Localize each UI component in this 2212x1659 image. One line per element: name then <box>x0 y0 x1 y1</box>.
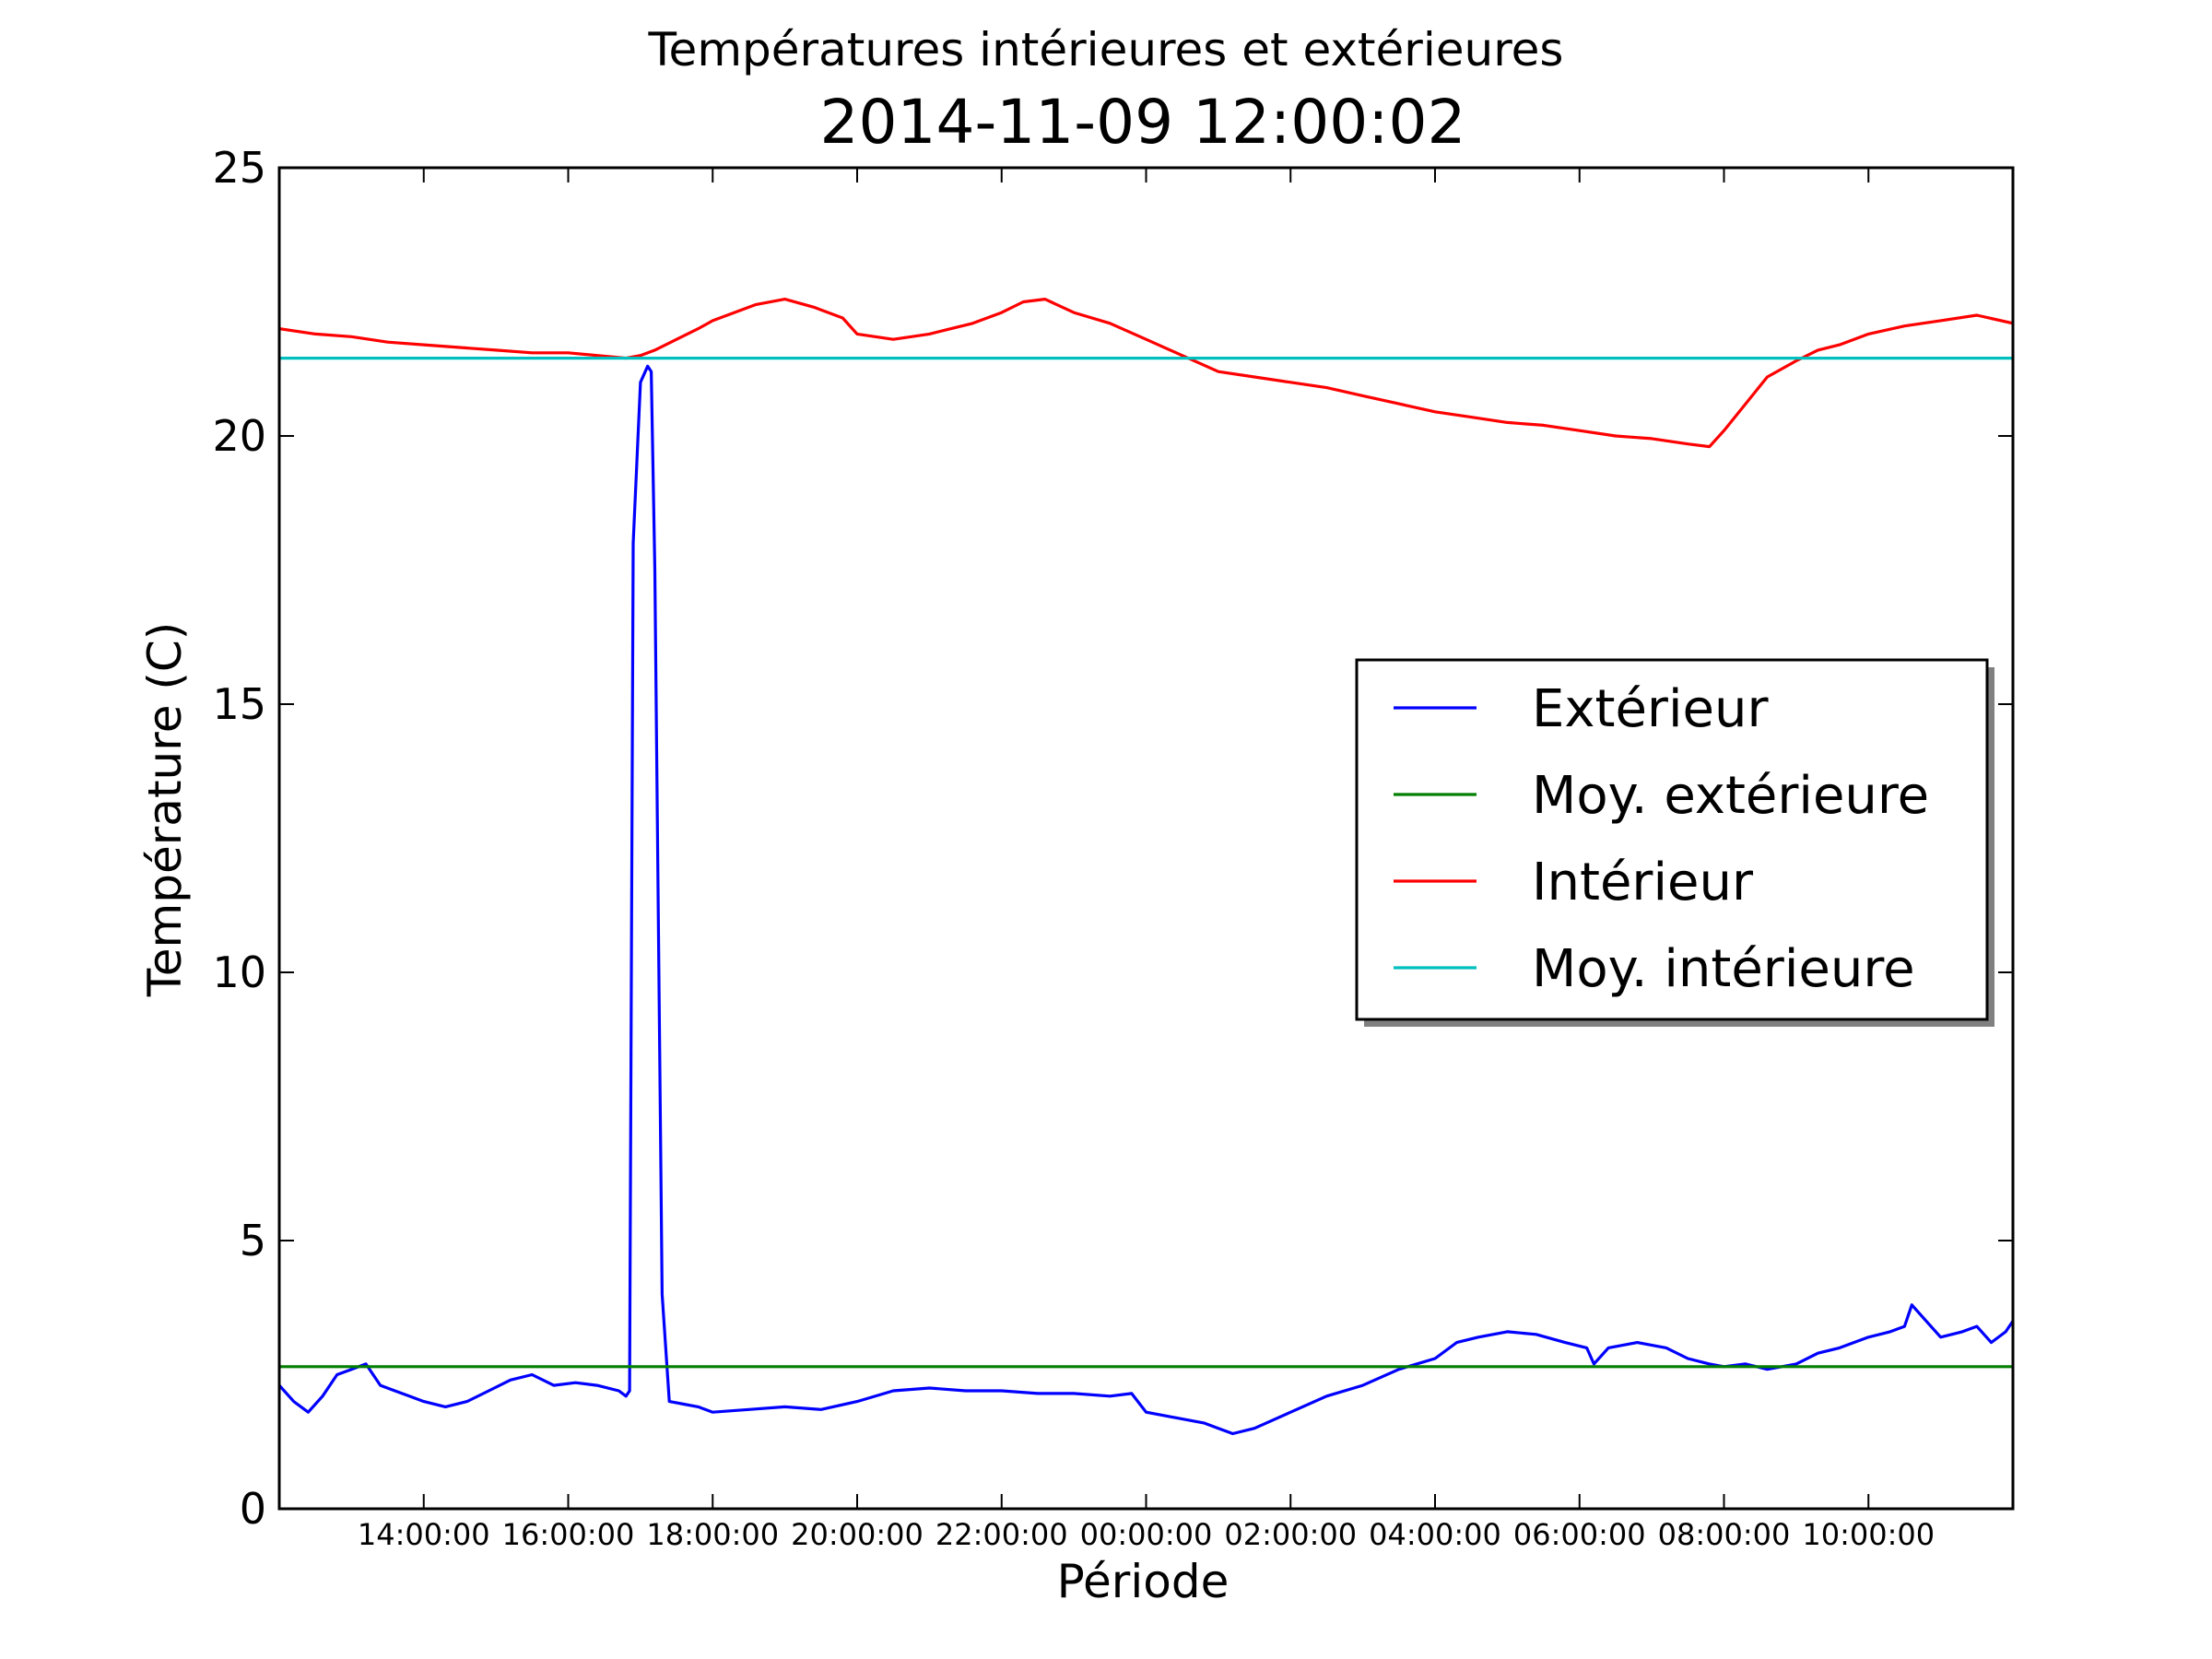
chart-suptitle: Températures intérieures et extérieures <box>648 23 1564 76</box>
y-tick-label: 5 <box>240 1216 266 1265</box>
y-tick-label: 20 <box>212 411 266 461</box>
x-tick-label: 18:00:00 <box>646 1517 779 1552</box>
x-tick-label: 22:00:00 <box>935 1517 1068 1552</box>
x-tick-label: 14:00:00 <box>358 1517 490 1552</box>
y-tick-label: 10 <box>212 947 266 997</box>
x-tick-label: 16:00:00 <box>502 1517 635 1552</box>
legend-box <box>1355 658 1989 1021</box>
legend-label: Intérieur <box>1532 853 1754 912</box>
x-tick-label: 04:00:00 <box>1369 1517 1501 1552</box>
legend-label: Extérieur <box>1532 679 1769 739</box>
x-tick-label: 06:00:00 <box>1513 1517 1646 1552</box>
legend-label: Moy. intérieure <box>1532 939 1915 999</box>
y-axis-label: Température (C) <box>138 622 192 998</box>
legend: Extérieur Moy. extérieure Intérieur Moy. in… <box>1355 658 1994 1027</box>
plot-area: 0 5 10 15 20 25 14:00:00 16:00:00 18:00:00 20:00:… <box>212 143 2015 1552</box>
x-tick-label: 00:00:00 <box>1080 1517 1213 1552</box>
x-axis-label: Période <box>1057 1555 1230 1608</box>
x-tick-label: 02:00:00 <box>1224 1517 1357 1552</box>
y-tick-label: 0 <box>240 1484 266 1534</box>
y-tick-label: 25 <box>212 143 266 193</box>
x-tick-label: 08:00:00 <box>1658 1517 1791 1552</box>
x-tick-label: 20:00:00 <box>791 1517 924 1552</box>
y-tick-label: 15 <box>212 679 266 729</box>
chart-title: 2014-11-09 12:00:02 <box>820 87 1466 158</box>
x-tick-label: 10:00:00 <box>1802 1517 1935 1552</box>
legend-label: Moy. extérieure <box>1532 766 1929 826</box>
